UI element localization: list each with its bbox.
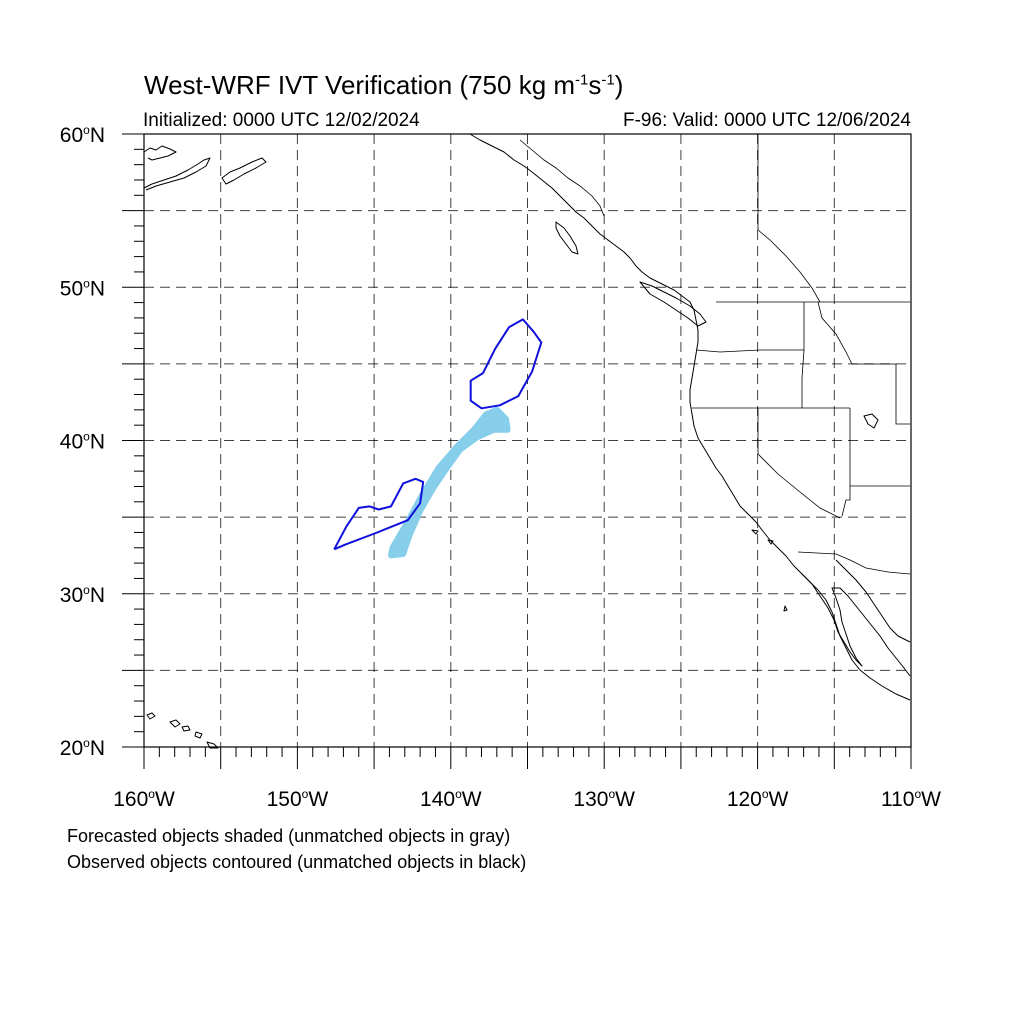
alaska-coast (143, 145, 267, 191)
alaska-canada-border (519, 139, 605, 217)
latitude-labels: 60oN 50oN 40oN 30oN 20oN (60, 123, 105, 760)
title-superscript-2: -1 (601, 71, 615, 89)
axis-ticks (122, 133, 912, 769)
lon-label: 130oW (573, 787, 635, 811)
north-america-coast (469, 133, 911, 701)
longitude-labels: 160oW 150oW 140oW 130oW 120oW 110oW (113, 787, 941, 811)
lon-label: 160oW (113, 787, 175, 811)
political-borders (519, 134, 911, 575)
lon-label: 110oW (881, 787, 941, 811)
title: West-WRF IVT Verification (750 kg m-1s-1… (144, 70, 624, 100)
lon-label: 120oW (727, 787, 789, 811)
subtitle-initialized: Initialized: 0000 UTC 12/02/2024 (143, 110, 420, 131)
lat-label: 20oN (60, 736, 105, 760)
lat-label: 40oN (60, 430, 105, 454)
lon-label: 150oW (267, 787, 329, 811)
ca-nv-border (757, 408, 841, 519)
wa-or-border (695, 349, 804, 353)
nv-ut-border (841, 408, 851, 517)
lat-label: 30oN (60, 583, 105, 607)
idaho-west-border (801, 302, 805, 408)
baja-california (801, 573, 911, 677)
haida-gwaii (555, 221, 579, 255)
lon-label: 140oW (420, 787, 482, 811)
footer-note-observed: Observed objects contoured (unmatched ob… (67, 852, 527, 872)
montana-border (817, 301, 910, 425)
forecasted-ivt-object (388, 406, 511, 559)
title-superscript-1: -1 (575, 71, 589, 89)
bc-alberta-border (757, 134, 821, 303)
vancouver-island (639, 281, 707, 327)
us-mexico-border (797, 551, 911, 575)
graticule (144, 134, 911, 747)
observed-object-contour-2 (333, 477, 425, 551)
map-frame (143, 133, 912, 748)
gulf-of-california-east (835, 559, 911, 643)
lat-label: 50oN (60, 276, 105, 300)
observed-ivt-objects (333, 318, 543, 551)
observed-object-contour-1 (469, 318, 543, 410)
small-islands (751, 413, 879, 612)
hawaii-islands (146, 712, 219, 749)
coastlines (143, 133, 911, 749)
subtitle-valid: F-96: Valid: 0000 UTC 12/06/2024 (623, 110, 911, 131)
footer-note-forecast: Forecasted objects shaded (unmatched obj… (67, 826, 511, 846)
lat-label: 60oN (60, 123, 105, 147)
